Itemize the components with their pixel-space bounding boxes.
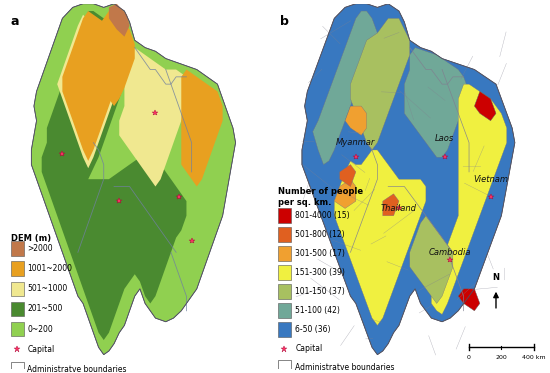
Bar <box>10 241 24 256</box>
Polygon shape <box>475 91 496 121</box>
Polygon shape <box>350 18 410 150</box>
Text: 501~1000: 501~1000 <box>28 284 68 293</box>
Text: a: a <box>10 15 19 28</box>
Bar <box>10 362 24 373</box>
Bar <box>278 285 291 299</box>
Text: 301-500 (17): 301-500 (17) <box>295 249 345 258</box>
Text: Capital: Capital <box>295 344 322 353</box>
Polygon shape <box>431 84 507 314</box>
Polygon shape <box>410 216 453 304</box>
Polygon shape <box>94 11 135 106</box>
Bar <box>278 360 291 373</box>
Polygon shape <box>458 289 480 311</box>
Bar <box>278 304 291 318</box>
Text: 200: 200 <box>496 355 507 360</box>
Polygon shape <box>334 179 356 209</box>
Bar <box>10 302 24 316</box>
Bar <box>278 247 291 261</box>
Text: Laos: Laos <box>435 135 454 144</box>
Polygon shape <box>62 11 124 161</box>
Text: N: N <box>492 273 499 282</box>
Text: 801-4000 (15): 801-4000 (15) <box>295 211 350 220</box>
Text: 151-300 (39): 151-300 (39) <box>295 268 345 277</box>
Text: Cambodia: Cambodia <box>429 248 471 257</box>
Polygon shape <box>182 69 223 186</box>
Polygon shape <box>404 48 469 157</box>
Text: 400 km: 400 km <box>522 355 546 360</box>
Polygon shape <box>383 194 399 216</box>
Text: Capital: Capital <box>28 345 54 354</box>
Text: 6-50 (36): 6-50 (36) <box>295 325 331 334</box>
Text: Myanmar: Myanmar <box>336 138 376 147</box>
Polygon shape <box>57 15 124 168</box>
Polygon shape <box>302 4 515 355</box>
Polygon shape <box>334 150 426 325</box>
Bar <box>278 266 291 280</box>
Text: 51-100 (42): 51-100 (42) <box>295 306 340 315</box>
Text: Administratve boundaries: Administratve boundaries <box>28 365 127 373</box>
Text: Thailand: Thailand <box>381 204 417 213</box>
Text: 1001~2000: 1001~2000 <box>28 264 73 273</box>
Polygon shape <box>119 48 191 186</box>
Polygon shape <box>340 164 356 186</box>
Bar <box>278 323 291 337</box>
Text: 101-150 (37): 101-150 (37) <box>295 287 345 296</box>
Polygon shape <box>31 4 235 355</box>
Bar <box>278 228 291 242</box>
Text: >2000: >2000 <box>28 244 53 253</box>
Text: Administratve boundaries: Administratve boundaries <box>295 363 395 372</box>
Polygon shape <box>109 4 130 37</box>
Text: 501-800 (12): 501-800 (12) <box>295 230 345 239</box>
Text: Number of people
per sq. km.: Number of people per sq. km. <box>278 186 363 207</box>
Bar <box>10 261 24 276</box>
Polygon shape <box>313 11 377 164</box>
Text: Vietnam: Vietnam <box>473 175 508 184</box>
Bar <box>10 322 24 336</box>
Text: 0: 0 <box>467 355 471 360</box>
Polygon shape <box>42 11 186 340</box>
Text: 0~200: 0~200 <box>28 325 53 333</box>
Polygon shape <box>345 106 367 135</box>
Text: 201~500: 201~500 <box>28 304 63 313</box>
Bar <box>278 209 291 223</box>
Bar <box>10 282 24 296</box>
Text: DEM (m): DEM (m) <box>10 234 51 243</box>
Text: b: b <box>280 15 289 28</box>
